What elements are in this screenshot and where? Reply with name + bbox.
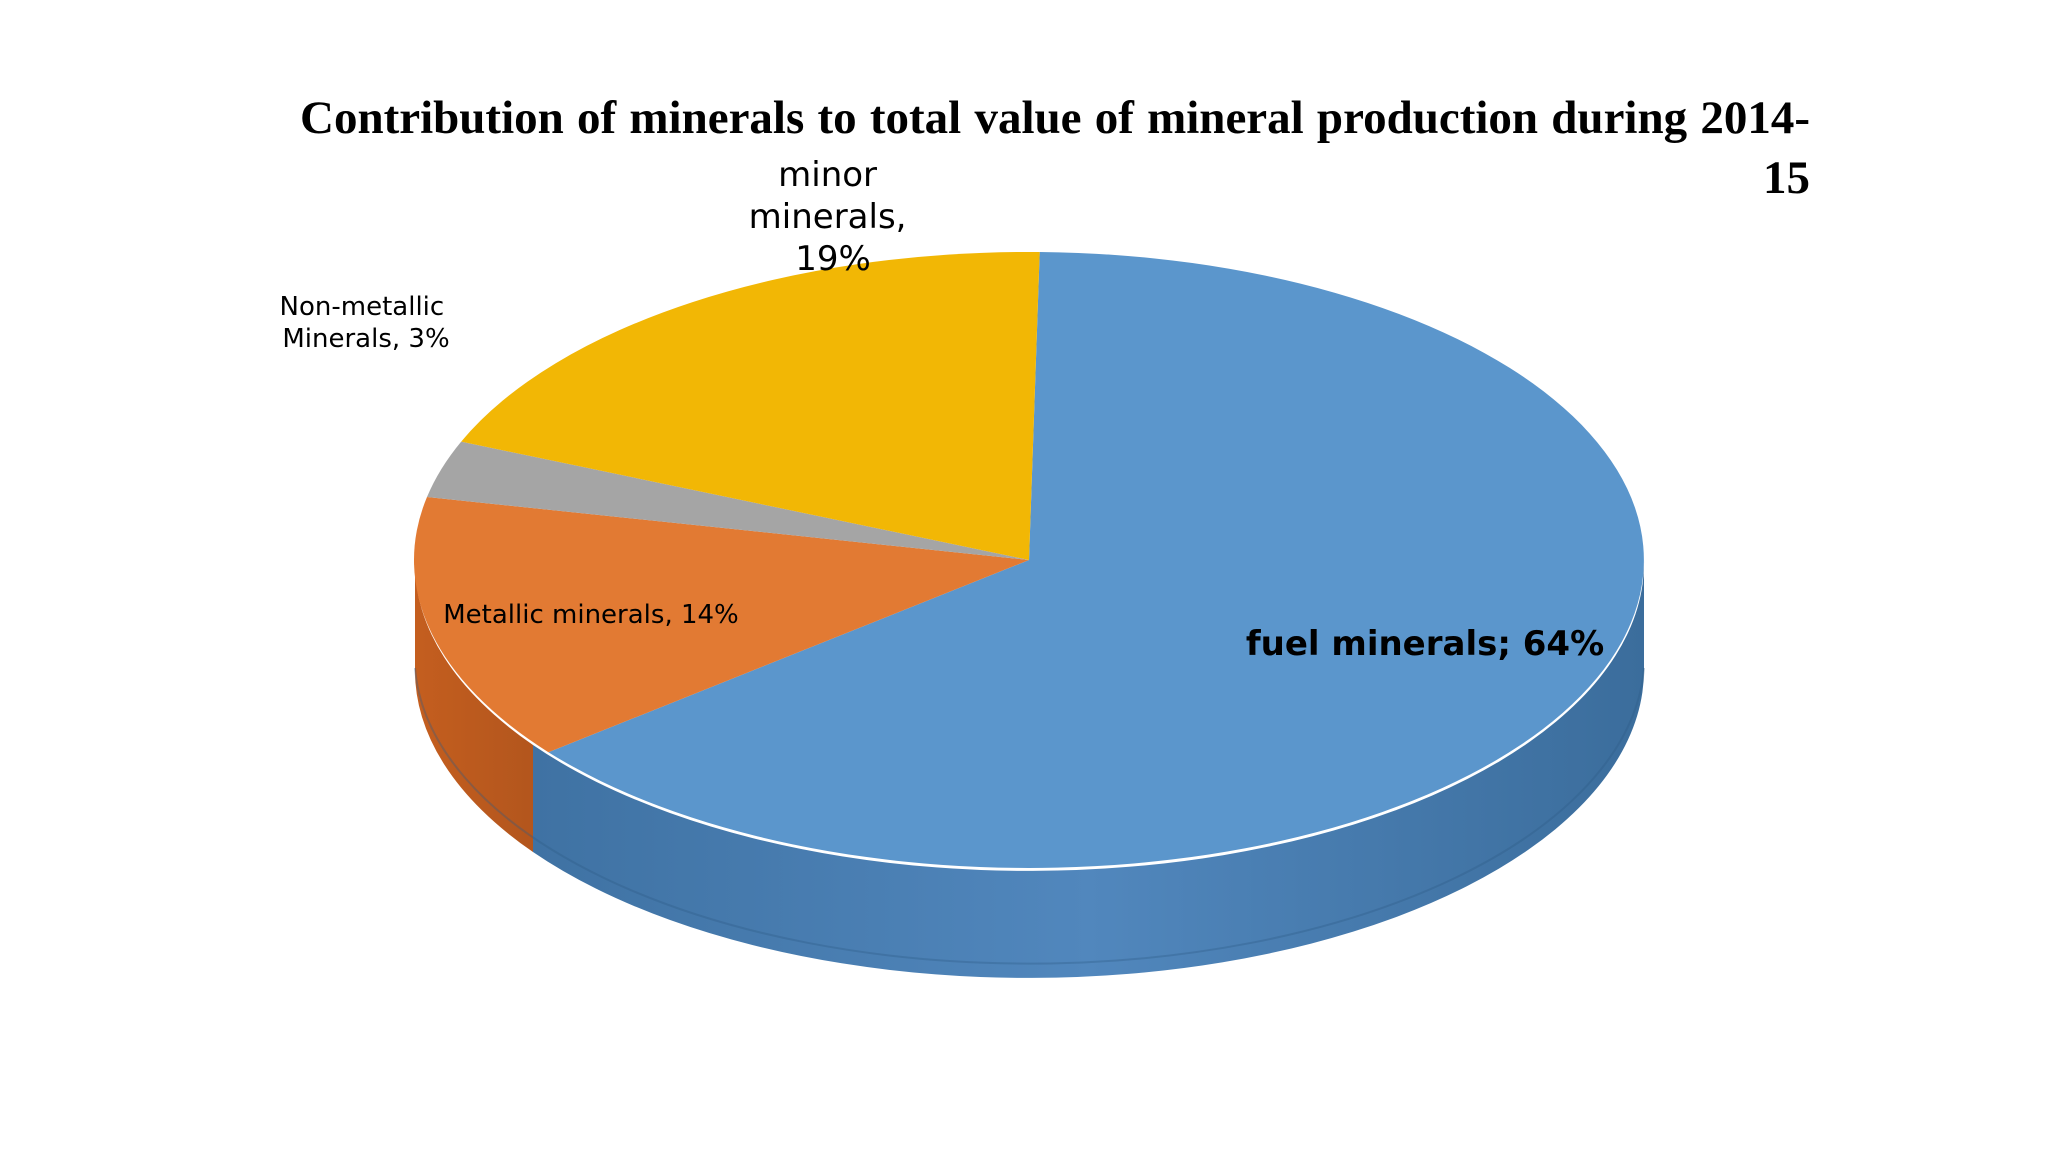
label-fuel-minerals: fuel minerals; 64%	[1246, 624, 1604, 664]
pie-slice-non-metallic-minerals	[427, 441, 1029, 560]
side-wall-metallic-minerals	[414, 560, 533, 852]
slice-labels: fuel minerals; 64% Metallic minerals, 14…	[280, 155, 1605, 664]
label-minor-line-2: minerals,	[749, 197, 907, 237]
label-non-metallic-line-1: Non-metallic	[280, 292, 445, 322]
label-minor-line-1: minor	[778, 155, 877, 195]
label-non-metallic-minerals: Non-metallic Minerals, 3%	[280, 292, 453, 354]
pie-slice-metallic-minerals	[413, 497, 1029, 753]
label-minor-line-3: 19%	[795, 239, 871, 279]
chart-title: Contribution of minerals to total value …	[300, 92, 1810, 204]
side-wall-fuel-minerals	[533, 560, 1645, 978]
pie-slice-fuel-minerals	[548, 252, 1644, 868]
pie-side-walls	[414, 560, 1645, 978]
label-metallic-minerals: Metallic minerals, 14%	[443, 600, 739, 630]
label-minor-minerals: minor minerals, 19%	[749, 155, 918, 279]
pie-slices	[413, 251, 1644, 868]
label-non-metallic-line-2: Minerals, 3%	[282, 324, 449, 354]
pie-slice-minor-minerals	[461, 251, 1040, 560]
side-wall-rim	[414, 667, 1645, 965]
